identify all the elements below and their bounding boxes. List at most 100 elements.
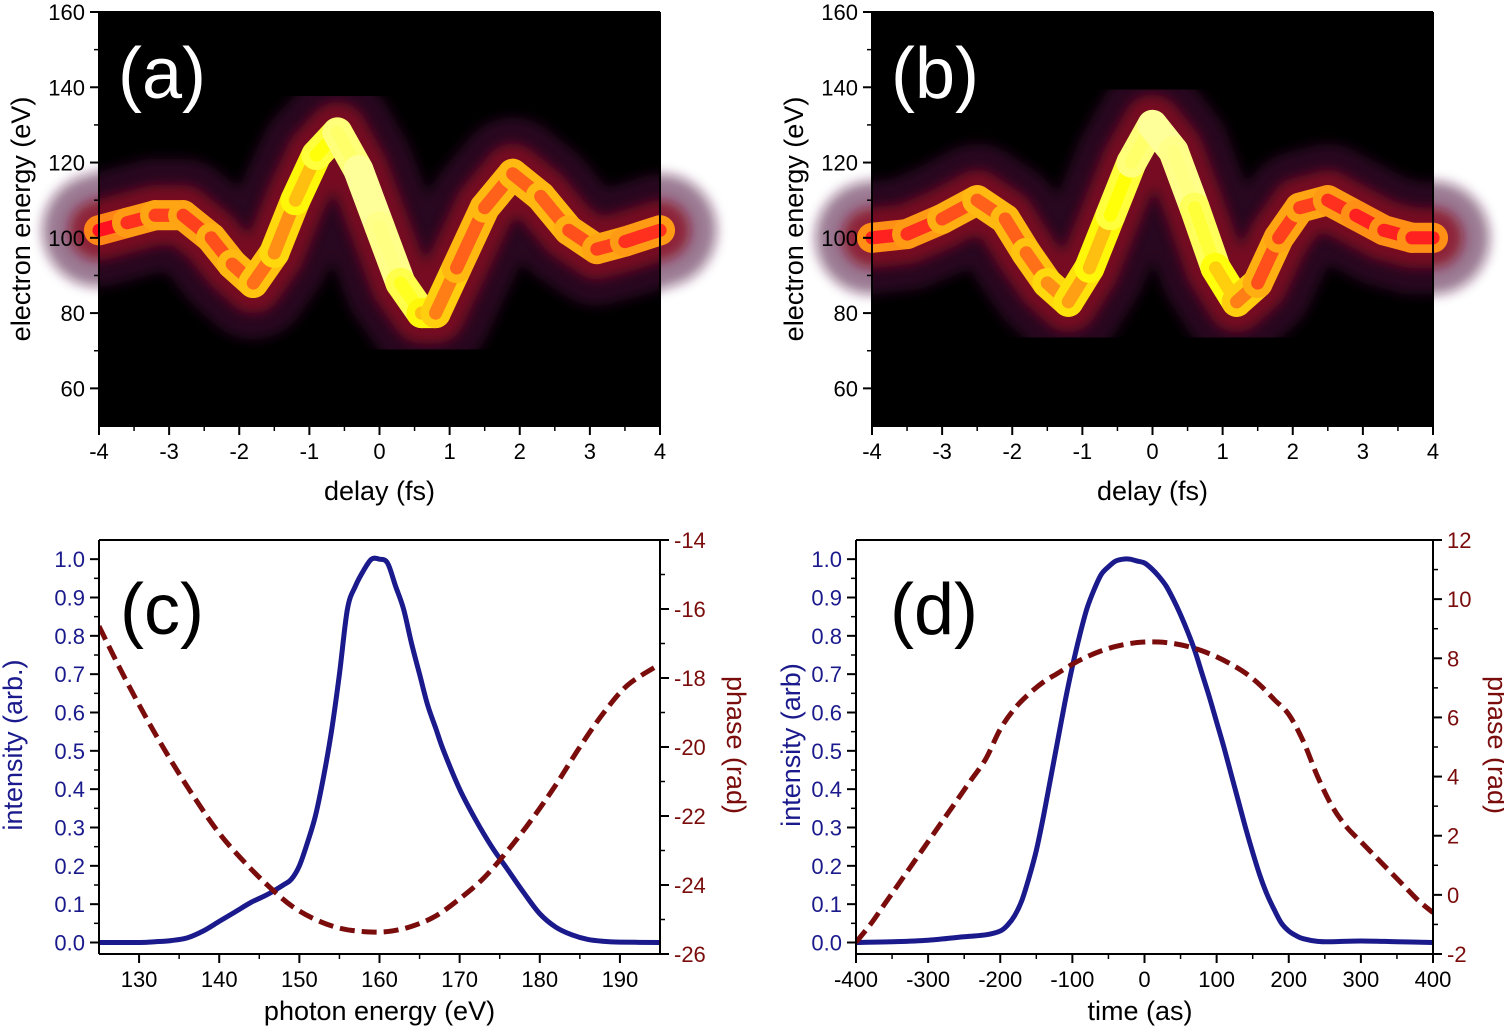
y2-tick-label: 8 bbox=[1447, 646, 1459, 671]
y-tick-label: 0.9 bbox=[811, 586, 842, 611]
heatmap-ridge bbox=[42, 75, 717, 370]
heatmap-ridge bbox=[815, 68, 1490, 359]
panel-a: (a) -4 -3 -2 -1 0 1 2 3 4 60 80 100 120 140 160 delay … bbox=[6, 0, 717, 506]
x-tick-label: -2 bbox=[229, 439, 249, 464]
y-tick-label: 0.0 bbox=[811, 931, 842, 956]
y2-tick-label: -22 bbox=[674, 804, 706, 829]
panel-label: (d) bbox=[890, 570, 978, 650]
x-axis-label: time (as) bbox=[1087, 996, 1192, 1026]
plot-area bbox=[856, 556, 1433, 945]
x-tick-label: 180 bbox=[521, 967, 558, 992]
x-tick-label: 0 bbox=[1146, 439, 1158, 464]
y-tick-label: 120 bbox=[48, 151, 85, 176]
x-tick-label: 130 bbox=[121, 967, 158, 992]
x-tick-label: 0 bbox=[1138, 967, 1150, 992]
y-tick-label: 140 bbox=[48, 75, 85, 100]
y-tick-label: 0.9 bbox=[54, 586, 85, 611]
y-tick-label: 0.7 bbox=[811, 662, 842, 687]
y2-tick-label: 10 bbox=[1447, 587, 1471, 612]
ridge-core bbox=[618, 223, 667, 249]
x-tick-label: -1 bbox=[300, 439, 320, 464]
y-tick-label: 160 bbox=[48, 0, 85, 25]
x-axis-label: delay (fs) bbox=[324, 476, 435, 506]
x-tick-label: -300 bbox=[906, 967, 950, 992]
x-tick-label: 190 bbox=[602, 967, 639, 992]
y-tick-label: 60 bbox=[61, 376, 85, 401]
x-tick-label: 3 bbox=[584, 439, 596, 464]
x-tick-label: -4 bbox=[862, 439, 882, 464]
x-tick-label: 160 bbox=[361, 967, 398, 992]
x-tick-label: 4 bbox=[654, 439, 666, 464]
x-tick-label: 400 bbox=[1415, 967, 1452, 992]
y-tick-label: 160 bbox=[821, 0, 858, 25]
panel-label: (b) bbox=[891, 34, 979, 114]
y-tick-label: 0.4 bbox=[54, 777, 85, 802]
y2-axis-label: phase (rad) bbox=[1482, 676, 1504, 814]
y-tick-label: 0.5 bbox=[811, 739, 842, 764]
x-tick-label: 300 bbox=[1343, 967, 1380, 992]
x-axis-label: delay (fs) bbox=[1097, 476, 1208, 506]
x-tick-label: 3 bbox=[1357, 439, 1369, 464]
y2-axis-label: phase (rad) bbox=[721, 676, 751, 814]
x-tick-label: 100 bbox=[1198, 967, 1235, 992]
y2-tick-label: 4 bbox=[1447, 765, 1459, 790]
x-tick-label: 4 bbox=[1427, 439, 1439, 464]
y-axis-label: electron energy (eV) bbox=[779, 97, 809, 342]
y-tick-label: 80 bbox=[61, 301, 85, 326]
x-tick-label: 200 bbox=[1270, 967, 1307, 992]
y-tick-label: 0.6 bbox=[54, 701, 85, 726]
y2-tick-label: -2 bbox=[1447, 942, 1467, 967]
y-axis-label: intensity (arb.) bbox=[0, 659, 28, 830]
y-tick-label: 0.0 bbox=[54, 931, 85, 956]
x-tick-label: 1 bbox=[444, 439, 456, 464]
y2-tick-label: -24 bbox=[674, 873, 706, 898]
axes: -400 -300 -200 -100 0 100 200 300 4000.00.10.20.… bbox=[811, 528, 1471, 992]
series-group bbox=[99, 555, 660, 946]
y-tick-label: 0.5 bbox=[54, 739, 85, 764]
axes: 130 140 150 160 170 180 190 0.0 0.1 0.2 0.3 0.4 0.5 0… bbox=[54, 528, 705, 992]
y-tick-label: 100 bbox=[821, 226, 858, 251]
y-tick-label: 0.1 bbox=[811, 892, 842, 917]
x-tick-label: -400 bbox=[834, 967, 878, 992]
y-tick-label: 0.8 bbox=[54, 624, 85, 649]
phase-line bbox=[856, 639, 1433, 944]
x-tick-label: -100 bbox=[1050, 967, 1094, 992]
x-tick-label: -4 bbox=[89, 439, 109, 464]
y2-tick-label: 12 bbox=[1447, 528, 1471, 553]
y-axis-label: electron energy (eV) bbox=[6, 97, 36, 342]
y-tick-label: 0.4 bbox=[811, 777, 842, 802]
intensity-line bbox=[99, 555, 660, 946]
y-tick-label: 100 bbox=[48, 226, 85, 251]
x-tick-label: -200 bbox=[978, 967, 1022, 992]
x-tick-label: 170 bbox=[441, 967, 478, 992]
y-tick-label: 0.2 bbox=[54, 854, 85, 879]
x-tick-label: -3 bbox=[159, 439, 179, 464]
intensity-line bbox=[856, 556, 1433, 945]
y2-tick-label: 6 bbox=[1447, 705, 1459, 730]
x-tick-label: 0 bbox=[373, 439, 385, 464]
y-tick-label: 0.1 bbox=[54, 892, 85, 917]
x-tick-label: 2 bbox=[1287, 439, 1299, 464]
x-tick-label: 1 bbox=[1217, 439, 1229, 464]
y-tick-label: 0.3 bbox=[54, 816, 85, 841]
x-axis-label: photon energy (eV) bbox=[264, 996, 495, 1026]
y2-tick-label: -14 bbox=[674, 528, 706, 553]
y-tick-label: 60 bbox=[834, 376, 858, 401]
x-tick-label: -1 bbox=[1073, 439, 1093, 464]
series-group bbox=[856, 556, 1433, 945]
y2-tick-label: -18 bbox=[674, 666, 706, 691]
y2-tick-label: 2 bbox=[1447, 824, 1459, 849]
y2-tick-label: 0 bbox=[1447, 883, 1459, 908]
y-tick-label: 0.7 bbox=[54, 662, 85, 687]
x-tick-label: -3 bbox=[932, 439, 952, 464]
y2-tick-label: -20 bbox=[674, 735, 706, 760]
y-tick-label: 80 bbox=[834, 301, 858, 326]
y-tick-label: 1.0 bbox=[54, 547, 85, 572]
axes: -4 -3 -2 -1 0 1 2 3 4 60 80 100 120 140 160 bbox=[821, 0, 1439, 464]
y-tick-label: 1.0 bbox=[811, 547, 842, 572]
panel-c: (c) 130 140 150 160 170 180 190 0.0 0.1 0.2 0.3 0.4… bbox=[0, 528, 751, 1026]
panel-label: (c) bbox=[120, 570, 204, 650]
x-tick-label: 140 bbox=[201, 967, 238, 992]
panel-label: (a) bbox=[118, 34, 206, 114]
